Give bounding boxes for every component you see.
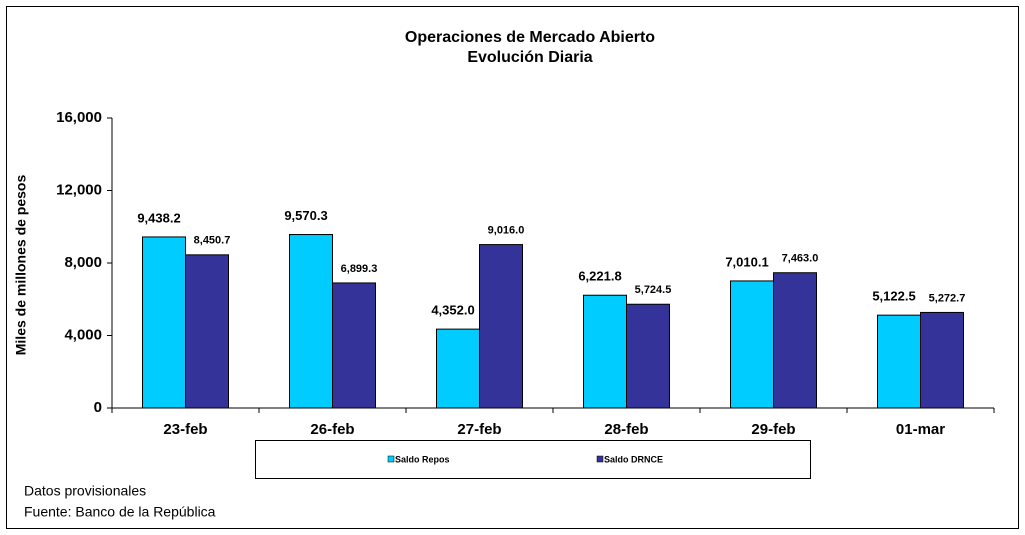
- data-label: 8,450.7: [194, 235, 231, 247]
- legend-swatch: [387, 455, 395, 463]
- bar: [142, 236, 186, 409]
- legend-swatch: [596, 455, 604, 463]
- data-label: 6,221.8: [578, 269, 621, 284]
- data-label: 9,438.2: [137, 210, 180, 225]
- data-label: 9,016.0: [488, 224, 525, 236]
- bar: [185, 254, 229, 409]
- x-tick-label: 27-feb: [457, 421, 501, 438]
- data-label: 9,570.3: [284, 208, 327, 223]
- bar: [773, 272, 817, 409]
- bar: [920, 311, 964, 409]
- data-label: 7,010.1: [725, 254, 768, 269]
- data-label: 7,463.0: [782, 253, 819, 265]
- x-tick-label: 29-feb: [751, 421, 795, 438]
- data-label: 5,272.7: [929, 292, 966, 304]
- legend-label: Saldo DRNCE: [604, 454, 663, 464]
- y-tick-label: 16,000: [56, 109, 102, 126]
- chart-title: Operaciones de Mercado Abierto: [405, 29, 655, 46]
- y-tick-label: 0: [94, 399, 102, 416]
- bar: [730, 280, 774, 409]
- legend-box: [255, 440, 811, 479]
- note: Fuente: Banco de la República: [24, 504, 216, 520]
- data-label: 6,899.3: [341, 263, 378, 275]
- y-tick-label: 8,000: [64, 254, 102, 271]
- y-tick-label: 12,000: [56, 181, 102, 198]
- x-tick-label: 26-feb: [310, 421, 354, 438]
- x-tick-label: 01-mar: [896, 421, 945, 438]
- data-label: 4,352.0: [431, 303, 474, 318]
- legend-label: Saldo Repos: [395, 454, 450, 464]
- x-tick-label: 23-feb: [163, 421, 207, 438]
- data-label: 5,122.5: [872, 289, 915, 304]
- bar: [289, 234, 333, 409]
- y-tick-label: 4,000: [64, 326, 102, 343]
- bar: [332, 282, 376, 409]
- bar: [583, 294, 627, 409]
- y-axis-label: Miles de millones de pesos: [13, 175, 29, 356]
- note: Datos provisionales: [24, 483, 146, 499]
- chart-subtitle: Evolución Diaria: [467, 49, 592, 66]
- bar: [479, 244, 523, 409]
- bar: [436, 328, 480, 409]
- x-tick-label: 28-feb: [604, 421, 648, 438]
- data-label: 5,724.5: [635, 284, 672, 296]
- bar: [626, 303, 670, 409]
- bar: [877, 314, 921, 409]
